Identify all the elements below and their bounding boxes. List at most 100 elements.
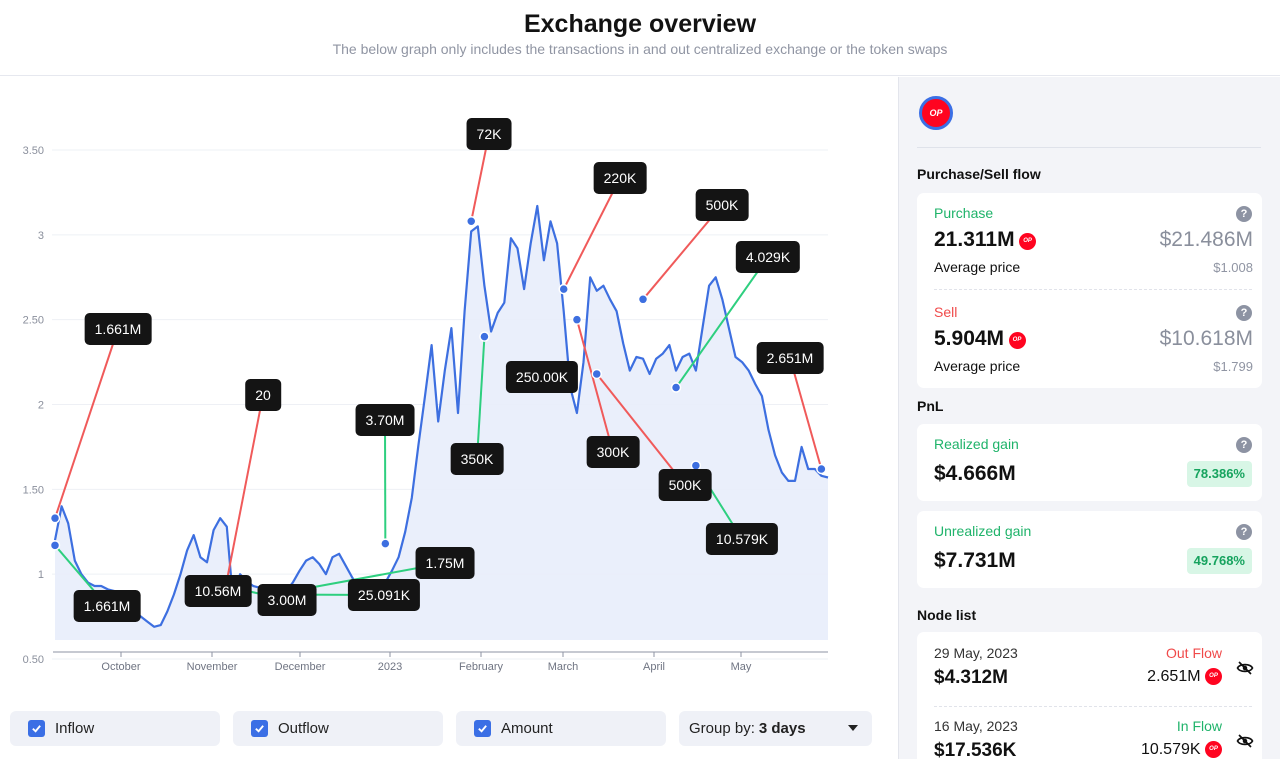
marker-connector: [562, 177, 621, 290]
purchase-usd: $21.486M: [1159, 228, 1253, 251]
op-token-icon: OP: [919, 96, 953, 130]
y-tick-label: 3.50: [23, 145, 44, 157]
data-point[interactable]: [380, 538, 391, 549]
marker-label: 1.661M: [84, 313, 152, 345]
node-list-title: Node list: [917, 607, 977, 623]
realized-value: $4.666M: [934, 462, 1016, 485]
chevron-down-icon[interactable]: [848, 725, 858, 731]
inflow-checkbox[interactable]: [28, 720, 45, 737]
data-point[interactable]: [816, 463, 827, 475]
op-token-icon: OP: [1008, 332, 1026, 350]
help-icon[interactable]: ?: [1236, 437, 1252, 453]
divider: [934, 706, 1252, 707]
divider: [917, 147, 1261, 148]
data-point[interactable]: [637, 294, 649, 305]
purchase-avg-label: Average price: [934, 259, 1021, 275]
outflow-label: Outflow: [278, 720, 329, 737]
sell-avg-value: $1.799: [1213, 359, 1253, 374]
marker-connector: [595, 373, 686, 486]
unrealized-value: $7.731M: [934, 549, 1016, 572]
page-subtitle: The below graph only includes the transa…: [332, 41, 948, 57]
node-amount: 2.651M: [1147, 668, 1201, 685]
help-icon[interactable]: ?: [1236, 524, 1252, 540]
data-point[interactable]: [591, 368, 603, 380]
op-token-icon: OP: [1205, 741, 1222, 759]
purchase-amount-row: 21.311M OP: [934, 228, 1037, 252]
help-icon[interactable]: ?: [1236, 305, 1252, 321]
marker-connector: [225, 394, 264, 582]
purchase-avg-value: $1.008: [1213, 260, 1253, 275]
y-tick-label: 0.50: [23, 654, 44, 666]
unrealized-gain-card: Unrealized gain ? $7.731M 49.768%: [917, 511, 1262, 588]
y-tick-label: 2.50: [23, 315, 44, 327]
marker-label: 3.70M: [355, 404, 415, 436]
marker-connector: [54, 328, 119, 519]
node-list: 29 May, 2023 Out Flow $4.312M 2.651M OP …: [917, 632, 1262, 759]
pnl-title: PnL: [917, 398, 944, 414]
node-date: 16 May, 2023: [934, 718, 1018, 734]
marker-label: 25.091K: [347, 579, 421, 611]
details-panel: OP Purchase/Sell flow Purchase ? 21.311M…: [898, 77, 1280, 759]
marker-connector: [575, 319, 614, 453]
node-date: 29 May, 2023: [934, 645, 1018, 661]
group-by-value: 3 days: [758, 720, 806, 737]
help-icon[interactable]: ?: [1236, 206, 1252, 222]
page-header: Exchange overview The below graph only i…: [0, 0, 1280, 76]
amount-checkbox[interactable]: [474, 720, 491, 737]
data-point[interactable]: [558, 283, 569, 295]
outflow-toggle[interactable]: Outflow: [233, 711, 443, 746]
x-tick-label: April: [643, 661, 665, 673]
group-by-select[interactable]: Group by: 3 days: [679, 711, 872, 746]
inflow-toggle[interactable]: Inflow: [10, 711, 220, 746]
y-tick-label: 1: [38, 569, 44, 581]
op-token-icon: OP: [1019, 233, 1037, 251]
node-flow-type: In Flow: [1176, 718, 1222, 734]
marker-connector: [789, 357, 823, 470]
eye-off-icon[interactable]: [1236, 732, 1254, 750]
node-amount-row: 2.651M OP: [1147, 668, 1222, 686]
x-tick-label: February: [459, 661, 504, 673]
sell-usd: $10.618M: [1159, 327, 1253, 350]
marker-label: 2.651M: [756, 342, 824, 374]
series-line: [53, 204, 829, 628]
marker-label: 1.661M: [73, 590, 141, 622]
x-tick-label: October: [101, 661, 140, 673]
x-tick-label: May: [731, 661, 752, 673]
y-tick-label: 3: [38, 230, 44, 242]
marker-label: 10.56M: [184, 575, 252, 607]
purchase-amount: 21.311M: [934, 228, 1015, 251]
data-point[interactable]: [465, 216, 477, 227]
divider: [934, 289, 1252, 290]
node-amount-row: 10.579K OP: [1141, 741, 1222, 759]
data-point[interactable]: [571, 314, 583, 325]
y-tick-label: 1.50: [23, 484, 44, 496]
marker-connector: [476, 336, 486, 460]
exchange-chart[interactable]: 3.50 3 2.50 2 1.50 1 0.50 October November Decemb…: [0, 77, 898, 699]
group-by-prefix: Group by:: [689, 720, 755, 737]
marker-label: 500K: [695, 189, 749, 221]
sell-amount: 5.904M: [934, 327, 1005, 350]
marker-label: 250.00K: [505, 361, 579, 393]
realized-pct-badge: 78.386%: [1186, 461, 1252, 487]
marker-label: 3.00M: [257, 584, 317, 616]
marker-label: 72K: [466, 118, 512, 150]
purchase-sell-card: Purchase ? 21.311M OP $21.486M Average p…: [917, 193, 1262, 388]
data-point[interactable]: [49, 512, 61, 524]
x-tick-label: March: [548, 661, 579, 673]
marker-label: 10.579K: [705, 523, 779, 555]
outflow-checkbox[interactable]: [251, 720, 268, 737]
sell-avg-label: Average price: [934, 358, 1021, 374]
data-point[interactable]: [49, 540, 61, 551]
amount-toggle[interactable]: Amount: [456, 711, 666, 746]
amount-label: Amount: [501, 720, 553, 737]
chart-controls: Inflow Outflow Amount Group by: 3 days: [0, 700, 898, 759]
node-value: $17.536K: [934, 740, 1017, 759]
realized-label: Realized gain: [934, 436, 1019, 452]
marker-label: 20: [245, 379, 281, 411]
marker-connector: [675, 256, 769, 389]
x-tick-label: November: [187, 661, 238, 673]
marker-label: 500K: [658, 469, 712, 501]
data-point[interactable]: [479, 331, 490, 342]
eye-off-icon[interactable]: [1236, 659, 1254, 677]
data-point[interactable]: [670, 382, 682, 393]
